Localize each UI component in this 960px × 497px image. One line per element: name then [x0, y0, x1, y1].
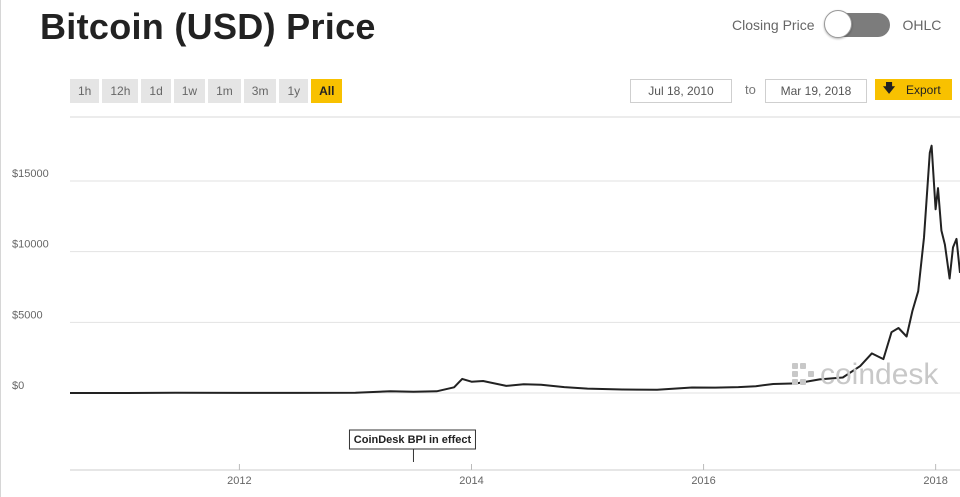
y-tick-label: $0	[12, 380, 24, 392]
x-tick-label: 2016	[691, 475, 715, 487]
range-button-all[interactable]: All	[311, 79, 343, 103]
range-button-1d[interactable]: 1d	[141, 79, 171, 103]
price-mode-toggle-group: Closing Price OHLC	[732, 10, 941, 40]
range-button-1y[interactable]: 1y	[279, 79, 309, 103]
from-date-input[interactable]: Jul 18, 2010	[630, 79, 732, 103]
annotation-box[interactable]	[348, 429, 476, 450]
range-button-12h[interactable]: 12h	[102, 79, 139, 103]
x-tick-label: 2012	[227, 475, 251, 487]
price-mode-toggle[interactable]	[824, 10, 891, 38]
download-arrow-icon: 🡇	[882, 81, 896, 95]
x-tick-label: 2014	[459, 475, 483, 487]
coindesk-watermark-text: coindesk	[820, 358, 939, 391]
range-button-1w[interactable]: 1w	[173, 79, 206, 103]
y-tick-label: $15000	[12, 168, 49, 180]
coindesk-watermark: coindesk	[790, 358, 938, 392]
x-tick-label: 2018	[923, 475, 947, 487]
price-chart[interactable]: $0 $5000 $10000 $15000 2012 2014 2016 2018 Coin…	[0, 110, 960, 497]
y-tick-label: $5000	[12, 309, 43, 321]
page-title: Bitcoin (USD) Price	[40, 6, 376, 47]
ohlc-label: OHLC	[902, 17, 942, 33]
date-range-to-label: to	[745, 82, 756, 97]
range-button-3m[interactable]: 3m	[243, 79, 277, 103]
toggle-knob[interactable]	[824, 10, 853, 38]
closing-price-label: Closing Price	[732, 17, 815, 33]
frame-border	[0, 0, 1, 497]
export-label: Export	[906, 82, 941, 97]
time-range-selector: 1h 12h 1d 1w 1m 3m 1y All	[70, 79, 343, 103]
to-date-input[interactable]: Mar 19, 2018	[765, 79, 867, 103]
export-button[interactable]: 🡇 Export	[875, 79, 952, 100]
y-tick-label: $10000	[12, 239, 49, 251]
annotation-label: CoinDesk BPI in effect	[354, 434, 472, 446]
range-button-1m[interactable]: 1m	[208, 79, 241, 103]
range-button-1h[interactable]: 1h	[70, 79, 100, 103]
price-series-line	[70, 144, 960, 394]
coindesk-logo-icon	[792, 363, 814, 385]
